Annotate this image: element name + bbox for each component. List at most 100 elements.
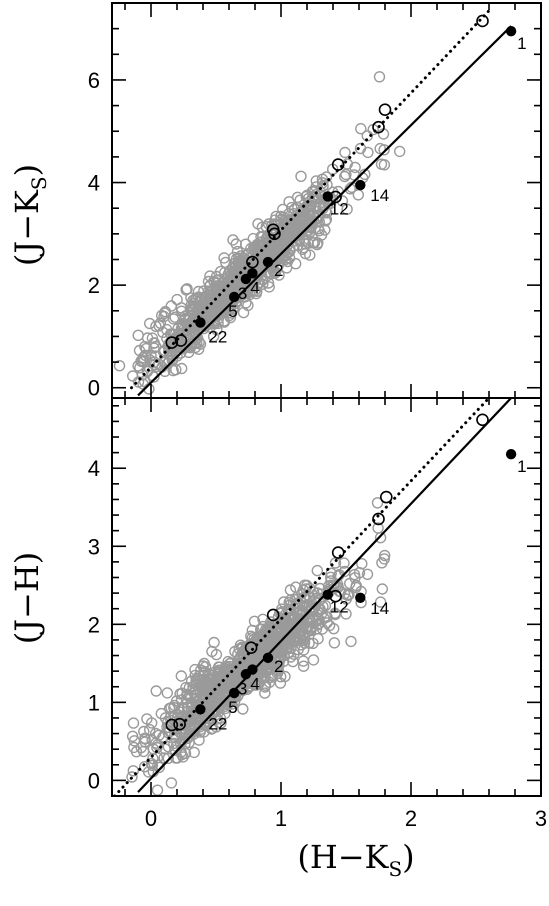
- field-star: [290, 258, 302, 270]
- field-star: [203, 308, 216, 321]
- field-star: [283, 196, 295, 208]
- field-star: [371, 497, 384, 509]
- field-star: [275, 646, 287, 658]
- field-star: [133, 344, 146, 357]
- open-point: [266, 223, 280, 237]
- field-star: [378, 144, 390, 156]
- field-star: [188, 746, 200, 759]
- field-star: [312, 612, 324, 624]
- point-label: 14: [370, 186, 389, 205]
- field-star: [312, 633, 324, 645]
- field-star: [150, 685, 162, 697]
- field-star: [345, 635, 357, 648]
- point-label: 2: [274, 657, 283, 676]
- field-star: [338, 557, 350, 569]
- filled-point: [355, 179, 366, 191]
- field-star: [343, 589, 355, 601]
- field-star: [210, 648, 223, 661]
- field-star: [296, 243, 309, 256]
- field-star: [161, 687, 174, 699]
- field-star: [281, 215, 293, 228]
- open-point: [266, 608, 280, 622]
- field-star: [168, 737, 180, 749]
- field-star: [211, 324, 223, 336]
- filled-point: [195, 317, 206, 328]
- field-star: [257, 620, 269, 633]
- point-label: 3: [238, 284, 247, 303]
- field-star: [266, 241, 278, 253]
- field-star: [317, 600, 329, 613]
- open-point: [165, 718, 179, 732]
- y-tick-label: 2: [88, 273, 100, 298]
- field-star: [284, 638, 296, 650]
- field-star: [212, 667, 224, 679]
- field-star: [278, 649, 290, 662]
- field-star: [183, 682, 196, 694]
- field-star: [248, 615, 261, 627]
- field-star: [194, 338, 207, 350]
- filled-point: [322, 191, 333, 202]
- field-star: [128, 741, 140, 754]
- field-star: [306, 191, 319, 203]
- field-star: [307, 654, 320, 666]
- field-star: [295, 170, 307, 183]
- field-star: [304, 205, 316, 217]
- field-star: [155, 309, 168, 322]
- open-point: [165, 336, 179, 349]
- field-star: [211, 713, 224, 725]
- y-tick-label: 2: [88, 612, 100, 637]
- field-star: [260, 220, 272, 233]
- field-star: [210, 290, 223, 302]
- field-star: [267, 630, 280, 642]
- field-star: [315, 229, 328, 241]
- field-star: [290, 581, 302, 593]
- axis-labels: (H−KS) (J−KS) (J−H): [8, 164, 415, 881]
- point-label: 22: [208, 328, 227, 347]
- field-star: [293, 606, 306, 618]
- field-star: [329, 608, 341, 621]
- point-label: 1: [517, 34, 526, 53]
- field-star: [132, 329, 144, 341]
- field-star: [272, 260, 284, 272]
- field-star: [187, 332, 199, 344]
- field-star: [182, 313, 195, 325]
- field-star: [145, 717, 158, 729]
- field-star: [277, 203, 289, 216]
- field-star-cloud: [113, 71, 406, 395]
- field-star: [373, 71, 386, 83]
- field-star: [134, 362, 146, 374]
- field-star: [181, 283, 193, 295]
- point-label: 4: [250, 278, 259, 297]
- field-star: [341, 203, 353, 215]
- field-star: [148, 337, 160, 349]
- field-star: [375, 158, 388, 170]
- field-star: [143, 317, 156, 330]
- plot-area: [113, 9, 517, 397]
- field-star: [194, 686, 206, 698]
- open-point: [331, 546, 345, 559]
- field-star: [354, 142, 367, 155]
- field-star: [372, 522, 384, 534]
- field-star: [137, 352, 149, 364]
- field-star: [336, 195, 349, 207]
- field-star: [304, 623, 317, 636]
- x-ticks: [124, 398, 542, 796]
- field-star: [172, 709, 184, 721]
- field-star: [283, 252, 296, 264]
- field-star: [218, 316, 231, 328]
- field-star: [143, 724, 156, 736]
- field-star: [113, 360, 126, 372]
- point-label: 4: [250, 675, 259, 694]
- open-point: [246, 255, 259, 269]
- filled-point: [240, 273, 252, 285]
- field-star: [175, 362, 188, 375]
- field-star: [320, 171, 333, 183]
- field-star: [350, 579, 362, 592]
- field-star: [394, 145, 406, 158]
- field-star: [340, 168, 352, 181]
- filled-point: [240, 669, 252, 680]
- open-point: [476, 14, 489, 28]
- field-star: [187, 294, 199, 307]
